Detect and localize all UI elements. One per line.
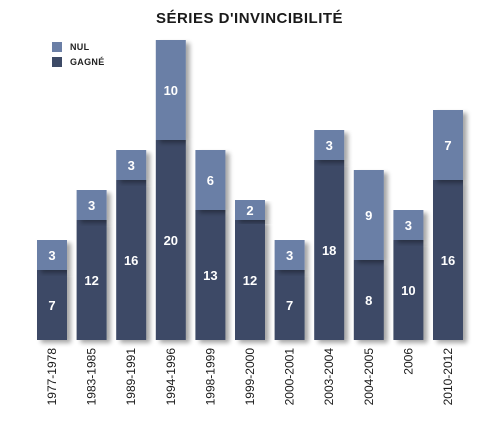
data-label-gagne-7: 18 xyxy=(322,243,336,258)
data-label-gagne-9: 10 xyxy=(401,283,415,298)
bar-nul-0 xyxy=(37,240,67,270)
x-tick-label-6: 2000-2001 xyxy=(283,348,297,406)
legend-swatch-gagne xyxy=(52,57,62,67)
bar-nul-2 xyxy=(116,150,147,180)
data-label-gagne-8: 8 xyxy=(365,293,372,308)
x-tick-label-0: 1977-1978 xyxy=(45,348,59,406)
bar-nul-5 xyxy=(235,200,265,220)
bar-gagne-7 xyxy=(314,160,345,340)
bar-gagne-3 xyxy=(155,140,186,340)
bar-nul-7 xyxy=(314,130,345,160)
bar-nul-3 xyxy=(155,40,186,140)
data-label-nul-10: 7 xyxy=(444,138,451,153)
bar-gagne-1 xyxy=(76,220,107,340)
x-tick-label-10: 2010-2012 xyxy=(441,348,455,406)
x-tick-label-9: 2006 xyxy=(401,348,415,375)
x-tick-label-2: 1989-1991 xyxy=(124,348,138,406)
x-tick-label-5: 1999-2000 xyxy=(243,348,257,406)
bar-nul-9 xyxy=(393,210,424,240)
data-label-nul-2: 3 xyxy=(128,158,135,173)
data-label-nul-0: 3 xyxy=(48,248,55,263)
bar-nul-10 xyxy=(433,110,463,180)
data-label-gagne-2: 16 xyxy=(124,253,138,268)
bar-gagne-0 xyxy=(37,270,67,340)
legend-item-gagne: GAGNÉ xyxy=(52,55,105,69)
legend-label-nul: NUL xyxy=(70,42,90,52)
bar-gagne-8 xyxy=(353,260,384,340)
legend: NUL GAGNÉ xyxy=(52,40,105,70)
legend-swatch-nul xyxy=(52,42,62,52)
bar-gagne-2 xyxy=(116,180,147,340)
chart-title: SÉRIES D'INVINCIBILITÉ xyxy=(155,10,344,27)
bar-gagne-9 xyxy=(393,240,424,340)
legend-item-nul: NUL xyxy=(52,40,105,54)
bar-nul-4 xyxy=(195,150,226,210)
data-label-nul-5: 2 xyxy=(246,203,253,218)
data-label-gagne-4: 13 xyxy=(203,268,217,283)
data-label-nul-3: 10 xyxy=(164,83,178,98)
data-label-nul-4: 6 xyxy=(207,173,214,188)
x-tick-label-1: 1983-1985 xyxy=(85,348,99,406)
x-tick-label-4: 1998-1999 xyxy=(203,348,217,406)
data-label-gagne-1: 12 xyxy=(84,273,98,288)
bar-nul-1 xyxy=(76,190,107,220)
data-label-gagne-0: 7 xyxy=(48,298,55,313)
data-label-nul-8: 9 xyxy=(365,208,372,223)
x-tick-label-3: 1994-1996 xyxy=(164,348,178,406)
bar-gagne-4 xyxy=(195,210,226,340)
bar-gagne-6 xyxy=(274,270,305,340)
x-tick-label-7: 2003-2004 xyxy=(322,348,336,406)
data-label-nul-6: 3 xyxy=(286,248,293,263)
data-label-nul-9: 3 xyxy=(405,218,412,233)
bar-nul-6 xyxy=(274,240,305,270)
data-label-nul-7: 3 xyxy=(326,138,333,153)
data-label-gagne-5: 12 xyxy=(243,273,257,288)
bar-gagne-10 xyxy=(433,180,463,340)
legend-label-gagne: GAGNÉ xyxy=(70,57,105,67)
x-tick-label-8: 2004-2005 xyxy=(362,348,376,406)
data-label-gagne-10: 16 xyxy=(441,253,455,268)
bar-nul-8 xyxy=(353,170,384,260)
data-label-gagne-3: 20 xyxy=(164,233,178,248)
bar-gagne-5 xyxy=(235,220,265,340)
data-label-gagne-6: 7 xyxy=(286,298,293,313)
data-label-nul-1: 3 xyxy=(88,198,95,213)
